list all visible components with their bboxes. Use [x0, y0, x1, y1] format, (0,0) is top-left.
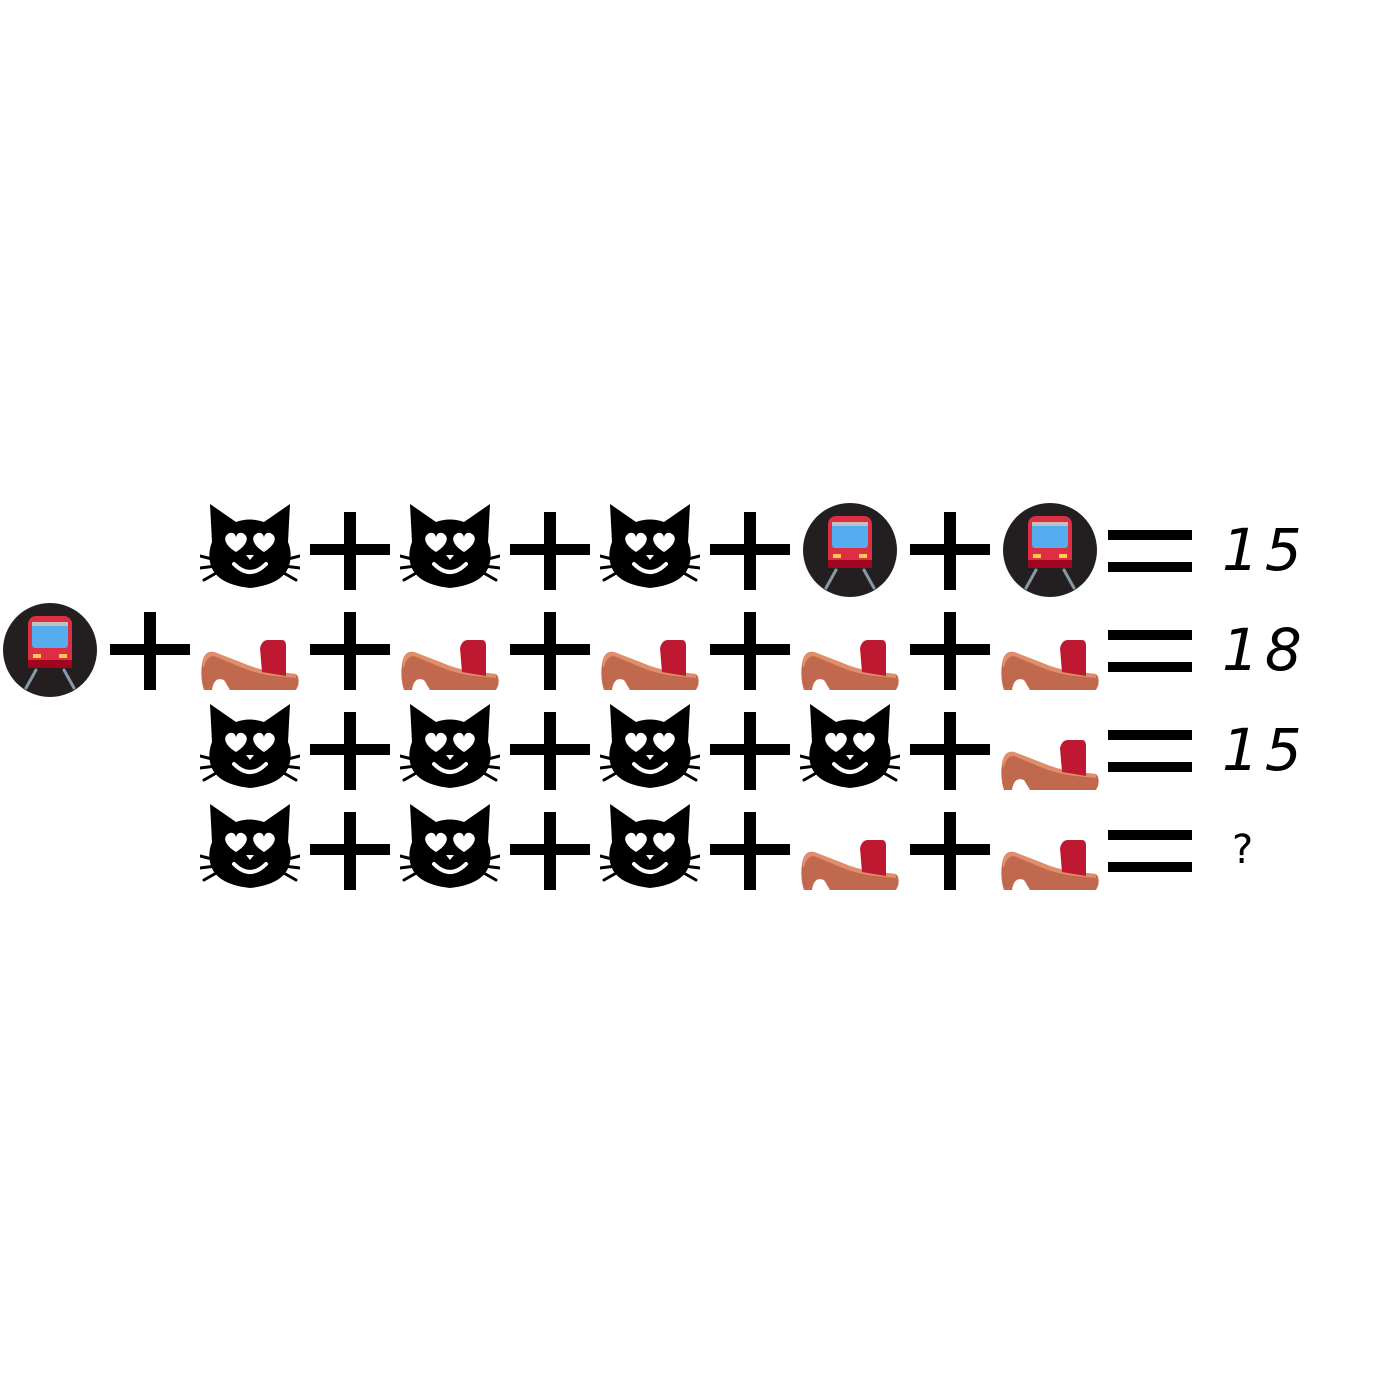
equation-result: 18 [1222, 616, 1308, 684]
equation-row-3: 15 [0, 700, 1400, 800]
heart-eyes-cat-icon [200, 800, 300, 900]
plus-sign [500, 700, 600, 800]
equation-row-2: 18 [0, 600, 1400, 700]
plus-sign [900, 500, 1000, 600]
sandal-icon [1000, 800, 1100, 900]
plus-sign [700, 700, 800, 800]
equals-sign [1100, 600, 1200, 700]
plus-sign [900, 700, 1000, 800]
heart-eyes-cat-icon [200, 700, 300, 800]
plus-sign [300, 500, 400, 600]
heart-eyes-cat-icon [200, 500, 300, 600]
plus-sign [500, 600, 600, 700]
sandal-icon [600, 600, 700, 700]
sandal-icon [1000, 600, 1100, 700]
equation-result: 15 [1222, 716, 1308, 784]
equals-sign [1100, 500, 1200, 600]
heart-eyes-cat-icon [600, 500, 700, 600]
heart-eyes-cat-icon [600, 700, 700, 800]
sandal-icon [400, 600, 500, 700]
equals-sign [1100, 700, 1200, 800]
metro-train-icon [1000, 500, 1100, 600]
sandal-icon [800, 600, 900, 700]
heart-eyes-cat-icon [600, 800, 700, 900]
equation-row-1: 15 [0, 500, 1400, 600]
sandal-icon [1000, 700, 1100, 800]
equation-result: 15 [1222, 516, 1308, 584]
plus-sign [300, 700, 400, 800]
metro-train-icon [0, 600, 100, 700]
metro-train-icon [800, 500, 900, 600]
heart-eyes-cat-icon [400, 700, 500, 800]
plus-sign [700, 600, 800, 700]
plus-sign [500, 500, 600, 600]
heart-eyes-cat-icon [800, 700, 900, 800]
plus-sign [300, 800, 400, 900]
sandal-icon [800, 800, 900, 900]
sandal-icon [200, 600, 300, 700]
plus-sign [700, 500, 800, 600]
plus-sign [300, 600, 400, 700]
unknown-answer: ? [1232, 827, 1260, 873]
plus-sign [700, 800, 800, 900]
heart-eyes-cat-icon [400, 500, 500, 600]
equals-sign [1100, 800, 1200, 900]
heart-eyes-cat-icon [400, 800, 500, 900]
equation-row-4: ? [0, 800, 1400, 900]
plus-sign [500, 800, 600, 900]
plus-sign [100, 600, 200, 700]
plus-sign [900, 800, 1000, 900]
plus-sign [900, 600, 1000, 700]
